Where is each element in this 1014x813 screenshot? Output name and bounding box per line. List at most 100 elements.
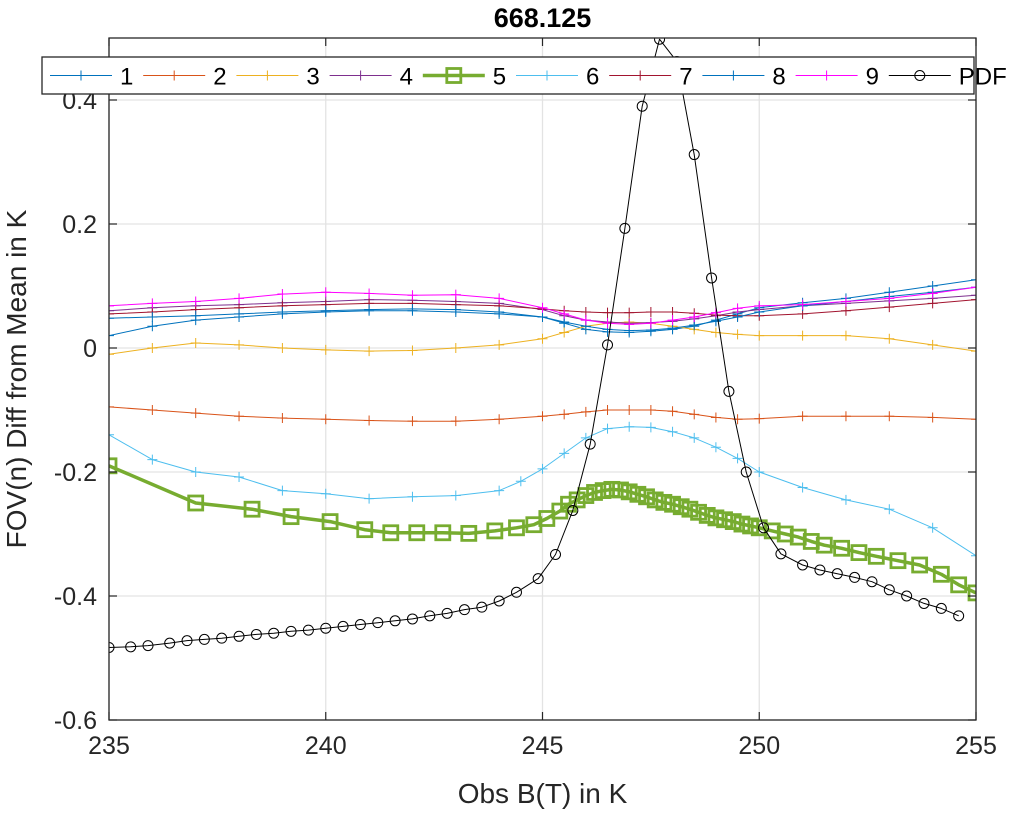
data-point-4 [971, 290, 976, 301]
legend-label: 5 [493, 64, 506, 91]
data-point-1 [109, 330, 114, 341]
data-point-PDF [109, 641, 115, 653]
data-point-3 [537, 333, 548, 344]
x-axis-label: Obs B(T) in K [458, 778, 628, 809]
data-point-5 [833, 539, 851, 557]
data-point-6 [624, 421, 635, 432]
x-tick-label: 255 [955, 732, 997, 760]
data-point-2 [364, 415, 375, 426]
data-point-7 [927, 298, 938, 309]
data-point-5 [950, 576, 968, 594]
data-point-6 [927, 522, 938, 533]
data-point-PDF [389, 615, 401, 627]
data-point-6 [234, 471, 245, 482]
data-point-3 [840, 330, 851, 341]
data-point-3 [147, 343, 158, 353]
data-point-5 [672, 498, 690, 516]
data-point-PDF [268, 627, 280, 639]
data-point-9 [797, 299, 808, 310]
data-point-PDF [831, 568, 843, 580]
data-point-3 [364, 346, 375, 357]
data-point-6 [559, 448, 570, 459]
data-point-PDF [866, 576, 878, 588]
x-tick-label: 240 [305, 732, 347, 760]
data-point-7 [645, 307, 656, 318]
data-point-6 [147, 454, 158, 465]
legend-item-7: 7 [609, 64, 693, 91]
data-point-7 [624, 307, 635, 318]
data-point-PDF [953, 610, 965, 622]
y-tick-label: 0.2 [62, 211, 97, 239]
data-point-PDF [216, 632, 228, 644]
data-point-8 [364, 304, 375, 315]
data-point-PDF [285, 625, 297, 637]
data-point-6 [515, 476, 526, 487]
data-point-5 [356, 521, 374, 539]
data-point-8 [277, 307, 288, 318]
legend-marker [728, 70, 739, 81]
data-point-5 [321, 513, 339, 530]
data-point-PDF [740, 466, 752, 478]
data-point-2 [624, 405, 635, 415]
legend-label: 1 [120, 64, 133, 91]
data-point-5 [967, 584, 976, 602]
data-point-5 [742, 517, 759, 535]
data-point-PDF [441, 607, 453, 619]
series-line-PDF [109, 38, 959, 648]
data-point-7 [884, 302, 895, 313]
legend-item-1: 1 [50, 64, 133, 91]
data-point-PDF [814, 564, 826, 576]
data-point-3 [190, 338, 201, 349]
data-point-5 [612, 481, 629, 499]
data-point-PDF [354, 619, 366, 631]
data-point-5 [594, 482, 612, 500]
y-tick-label: -0.6 [54, 707, 97, 735]
data-point-1 [147, 321, 158, 332]
data-point-PDF [849, 571, 861, 583]
data-point-2 [710, 412, 721, 423]
series-6 [109, 421, 976, 561]
data-point-3 [754, 330, 765, 341]
data-point-3 [710, 327, 721, 338]
data-point-9 [624, 319, 635, 330]
data-point-PDF [584, 438, 596, 450]
data-point-5 [932, 565, 950, 583]
legend-label: 9 [866, 64, 879, 91]
data-point-PDF [602, 339, 614, 351]
data-point-8 [710, 316, 721, 327]
data-point-6 [109, 429, 114, 440]
data-point-5 [889, 552, 907, 570]
series-line-7 [109, 299, 976, 317]
data-point-9 [109, 300, 114, 311]
data-point-6 [754, 467, 765, 477]
data-point-PDF [458, 604, 470, 616]
data-point-5 [486, 522, 504, 540]
data-point-9 [689, 312, 700, 322]
data-point-6 [537, 463, 548, 474]
data-point-5 [508, 519, 525, 537]
data-point-2 [559, 409, 570, 420]
data-point-PDF [758, 522, 770, 534]
data-point-2 [234, 411, 245, 422]
data-point-5 [577, 487, 595, 504]
data-point-PDF [510, 586, 522, 598]
data-point-2 [580, 406, 591, 417]
data-point-5 [586, 484, 603, 501]
data-point-PDF [654, 38, 666, 45]
data-point-9 [537, 302, 548, 313]
data-point-5 [282, 508, 300, 526]
data-point-2 [407, 416, 418, 427]
data-point-9 [494, 293, 505, 304]
data-point-3 [559, 327, 570, 338]
data-point-2 [450, 416, 461, 427]
data-point-2 [689, 409, 700, 420]
legend-marker [445, 67, 463, 84]
data-point-PDF [125, 641, 137, 653]
data-point-5 [655, 493, 673, 511]
data-point-5 [629, 485, 647, 503]
data-point-3 [277, 343, 288, 353]
data-point-2 [645, 405, 656, 415]
series-9 [109, 282, 976, 330]
data-point-9 [927, 288, 938, 299]
